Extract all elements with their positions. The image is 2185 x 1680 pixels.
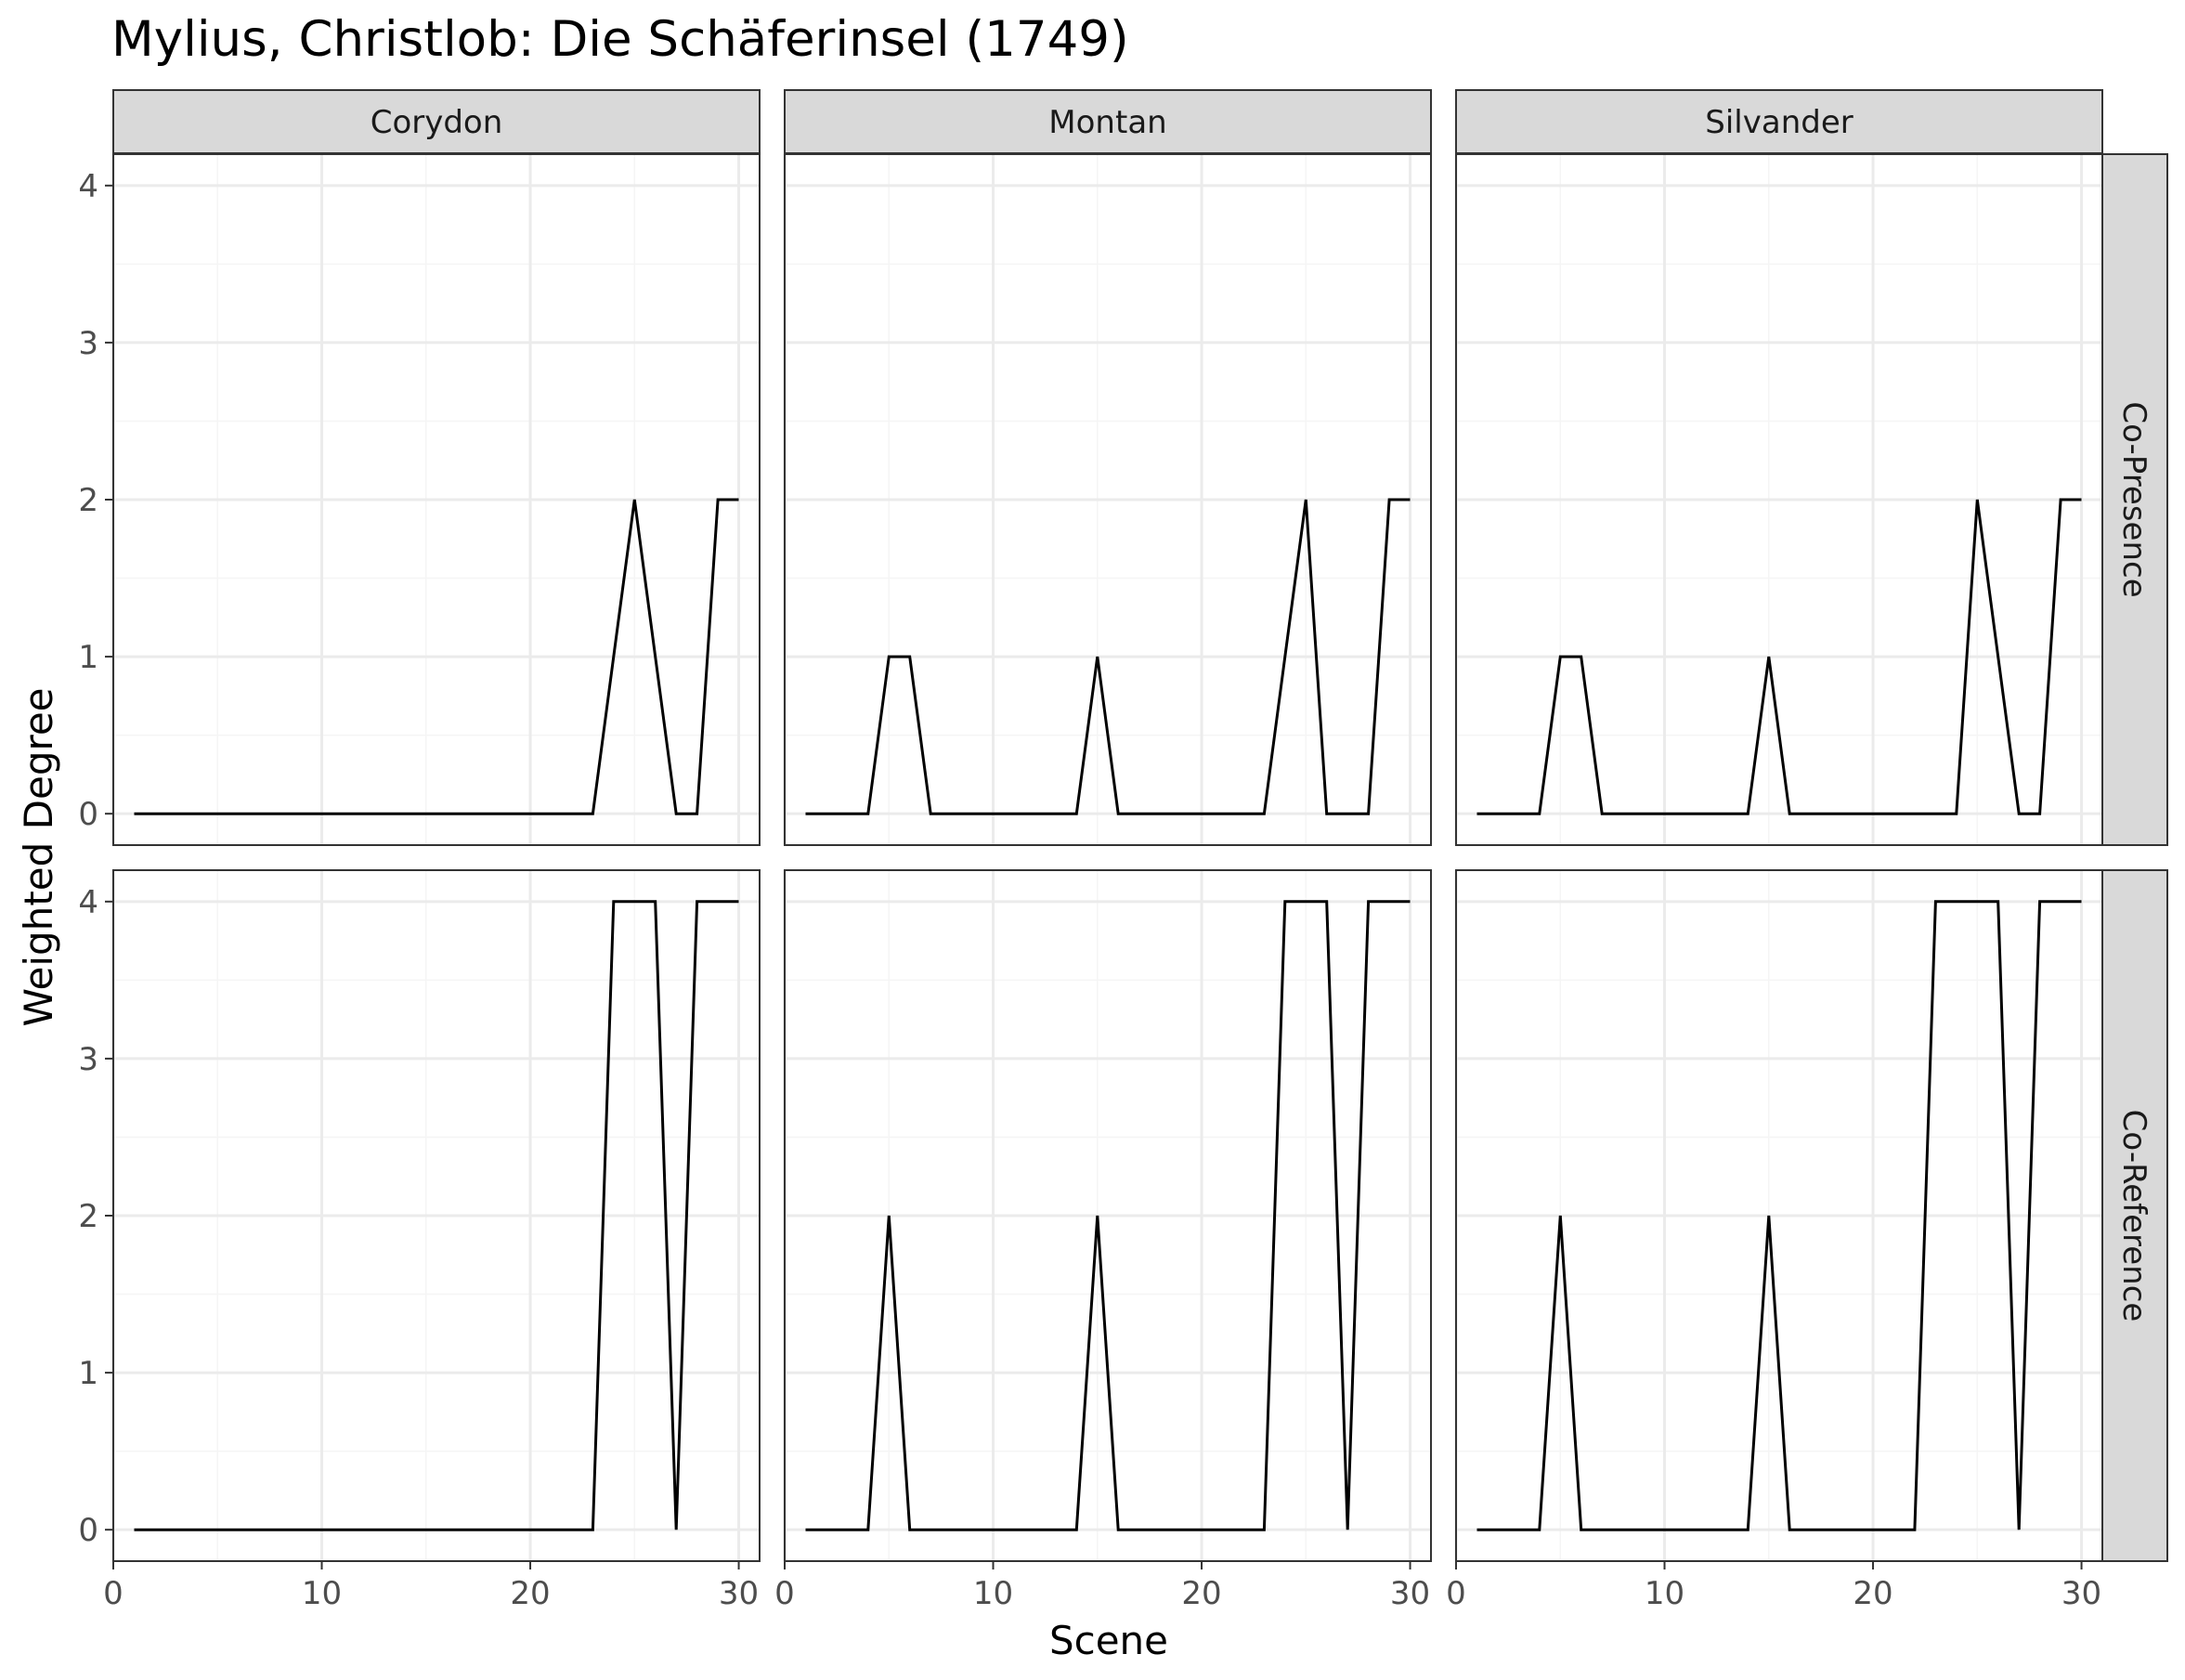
y-tick-label: 0	[78, 1512, 98, 1549]
panel-silvander-co-reference: 0 10 20 30	[1446, 869, 2103, 1612]
y-tick-label: 4	[78, 168, 98, 205]
column-strip-label: Montan	[1048, 104, 1166, 141]
x-tick-label: 10	[302, 1575, 342, 1612]
y-axis-title: Weighted Degree	[16, 687, 61, 1026]
y-tick-label: 2	[78, 1198, 98, 1235]
panel-silvander-co-presence	[1454, 153, 2103, 846]
x-tick-label: 10	[1645, 1575, 1684, 1612]
x-tick-label: 20	[1181, 1575, 1221, 1612]
y-tick-label: 1	[78, 1355, 98, 1392]
x-tick-label: 0	[1446, 1575, 1466, 1612]
column-strip-label: Silvander	[1705, 104, 1853, 141]
panel-border	[1455, 153, 2103, 846]
x-tick-label: 0	[103, 1575, 124, 1612]
series-line	[1476, 498, 2082, 815]
row-strip-co-reference	[2101, 869, 2168, 1562]
chart-title: Mylius, Christlob: Die Schäferinsel (174…	[111, 11, 1129, 68]
column-strip-corydon	[112, 89, 761, 154]
panel-corydon-co-presence: 0 1 2 3 4	[78, 153, 761, 846]
x-tick-label: 10	[973, 1575, 1013, 1612]
row-strip-co-presence	[2101, 153, 2168, 846]
y-tick-label: 3	[78, 325, 98, 362]
y-tick-label: 0	[78, 796, 98, 833]
row-strip-label: Co-Presence	[2115, 401, 2152, 597]
x-axis-title: Scene	[1049, 1618, 1168, 1663]
series-line	[134, 498, 739, 815]
series-line	[805, 900, 1411, 1531]
x-tick-label: 0	[774, 1575, 795, 1612]
x-tick-label: 30	[1390, 1575, 1430, 1612]
series-line	[1476, 900, 2082, 1531]
facet-panels: Corydon Montan Silvander Co-Presence Co-Refe…	[78, 89, 2168, 1612]
panel-montan-co-reference: 0 10 20 30	[774, 869, 1432, 1612]
x-tick-label: 30	[719, 1575, 759, 1612]
series-line	[805, 498, 1411, 815]
panel-border	[1455, 869, 2103, 1562]
series-line	[134, 900, 739, 1531]
panel-corydon-co-reference: 0 1 2 3 4 0 10 20 30	[78, 869, 761, 1612]
column-strip-label: Corydon	[371, 104, 503, 141]
column-strip-montan	[784, 89, 1432, 154]
x-tick-label: 20	[510, 1575, 550, 1612]
y-tick-label: 1	[78, 639, 98, 676]
x-tick-label: 20	[1853, 1575, 1892, 1612]
y-tick-label: 3	[78, 1041, 98, 1078]
row-strip-label: Co-Reference	[2115, 1110, 2152, 1322]
panel-border	[784, 869, 1432, 1562]
y-tick-label: 4	[78, 884, 98, 921]
panel-montan-co-presence	[783, 153, 1432, 846]
x-tick-label: 30	[2061, 1575, 2101, 1612]
panel-border	[784, 153, 1432, 846]
column-strip-silvander	[1455, 89, 2103, 154]
y-tick-label: 2	[78, 482, 98, 519]
